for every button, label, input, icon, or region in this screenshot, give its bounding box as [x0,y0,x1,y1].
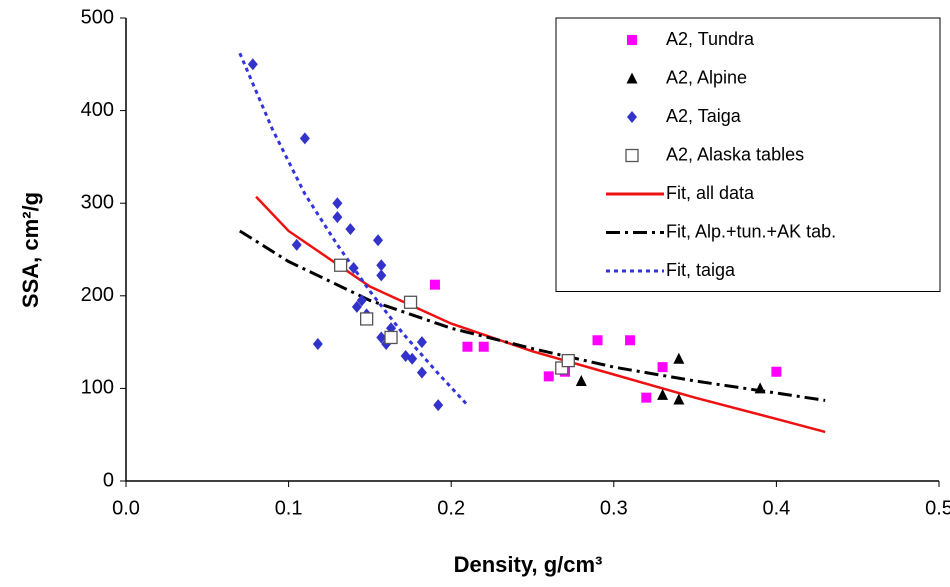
point [429,279,440,290]
point [478,341,489,352]
y-tick-label: 300 [81,191,114,213]
legend: A2, Tundra A2, Alpine A2, Taiga A2, Alaska … [555,17,941,292]
x-tick-label: 0.4 [762,497,790,519]
point [657,388,669,400]
point [333,258,348,272]
legend-label: A2, Taiga [666,106,742,126]
point [291,238,302,251]
point [351,300,362,313]
point [462,341,473,352]
point [433,399,444,412]
point [332,197,343,210]
y-tick-label: 0 [103,469,114,491]
point [657,362,668,373]
legend-label: A2, Alaska tables [666,144,804,164]
legend-swatch [627,35,637,45]
point [625,335,636,346]
fit-line [239,229,826,402]
point [673,352,685,364]
point [373,234,384,247]
point [384,330,398,345]
point [403,295,418,309]
legend-label: Fit, all data [666,183,755,203]
point [673,393,685,405]
point [754,382,766,394]
x-axis-title: Density, g/cm³ [454,552,603,577]
legend-label: A2, Tundra [666,29,755,49]
legend-label: A2, Alpine [666,67,747,87]
point [641,392,652,403]
fit-line [255,195,826,434]
point [299,132,310,145]
point [332,211,343,224]
point [247,58,258,71]
legend-swatch [626,72,638,84]
point [359,312,374,326]
point [561,353,575,368]
point [575,374,587,386]
point [376,269,387,282]
point [345,223,356,236]
point [312,337,323,350]
point [543,371,554,382]
point [376,259,387,272]
point [356,294,367,307]
x-tick-label: 0.5 [925,497,950,519]
legend-box [555,17,941,292]
point [771,366,782,377]
point [407,352,418,365]
x-tick-label: 0.1 [275,497,303,519]
legend-label: Fit, taiga [666,260,736,280]
point [376,331,387,344]
y-tick-label: 400 [81,99,114,121]
point [416,366,427,379]
y-tick-label: 500 [81,6,114,28]
x-tick-label: 0.3 [600,497,628,519]
x-tick-label: 0.2 [437,497,465,519]
x-tick-label: 0.0 [112,497,140,519]
y-tick-label: 200 [81,284,114,306]
legend-swatch [627,111,637,123]
point [592,335,603,346]
y-tick-label: 100 [81,377,114,399]
point [348,262,359,275]
legend-label: Fit, Alp.+tun.+AK tab. [666,221,836,241]
legend-swatch [625,148,639,163]
y-axis-title: SSA, cm²/g [18,192,43,308]
point [416,336,427,349]
